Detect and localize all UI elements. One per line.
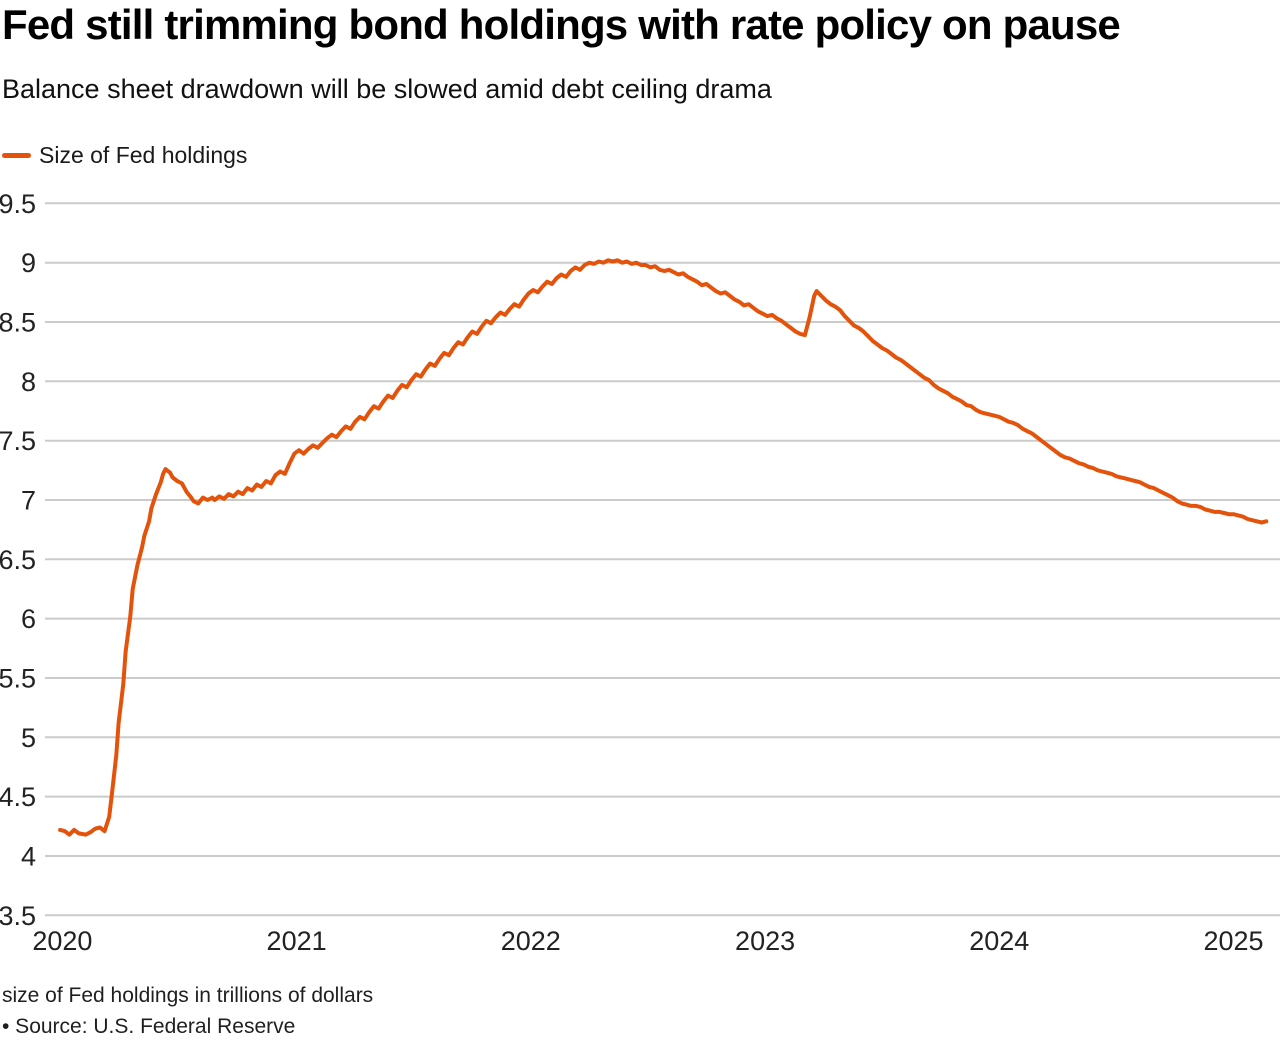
legend-label: Size of Fed holdings [39, 141, 248, 168]
x-tick-label: 2021 [267, 926, 327, 956]
fed-holdings-line [58, 258, 1269, 837]
legend: Size of Fed holdings [2, 142, 247, 168]
x-tick-label: 2024 [969, 926, 1029, 956]
y-tick-label: 8 [21, 367, 36, 397]
y-tick-label: 5.5 [0, 664, 36, 694]
y-tick-label: 7.5 [0, 426, 36, 456]
chart-subtitle: Balance sheet drawdown will be slowed am… [2, 74, 772, 104]
x-tick-label: 2020 [32, 926, 92, 956]
y-tick-label: 4.5 [0, 782, 36, 812]
y-tick-label: 4 [21, 842, 36, 872]
y-tick-label: 3.5 [0, 901, 36, 931]
y-tick-label: 8.5 [0, 308, 36, 338]
y-tick-label: 6 [21, 604, 36, 634]
y-tick-label: 7 [21, 486, 36, 516]
source-note: • Source: U.S. Federal Reserve [2, 1015, 296, 1038]
legend-line-swatch [2, 152, 31, 158]
axis-unit-note: size of Fed holdings in trillions of dol… [2, 984, 374, 1007]
page-title: Fed still trimming bond holdings with ra… [2, 1, 1121, 48]
y-tick-label: 9.5 [0, 189, 36, 219]
y-tick-label: 6.5 [0, 545, 36, 575]
y-tick-label: 9 [21, 248, 36, 278]
y-tick-label: 5 [21, 723, 36, 753]
x-tick-label: 2023 [735, 926, 795, 956]
x-tick-label: 2025 [1203, 926, 1263, 956]
x-tick-label: 2022 [501, 926, 561, 956]
